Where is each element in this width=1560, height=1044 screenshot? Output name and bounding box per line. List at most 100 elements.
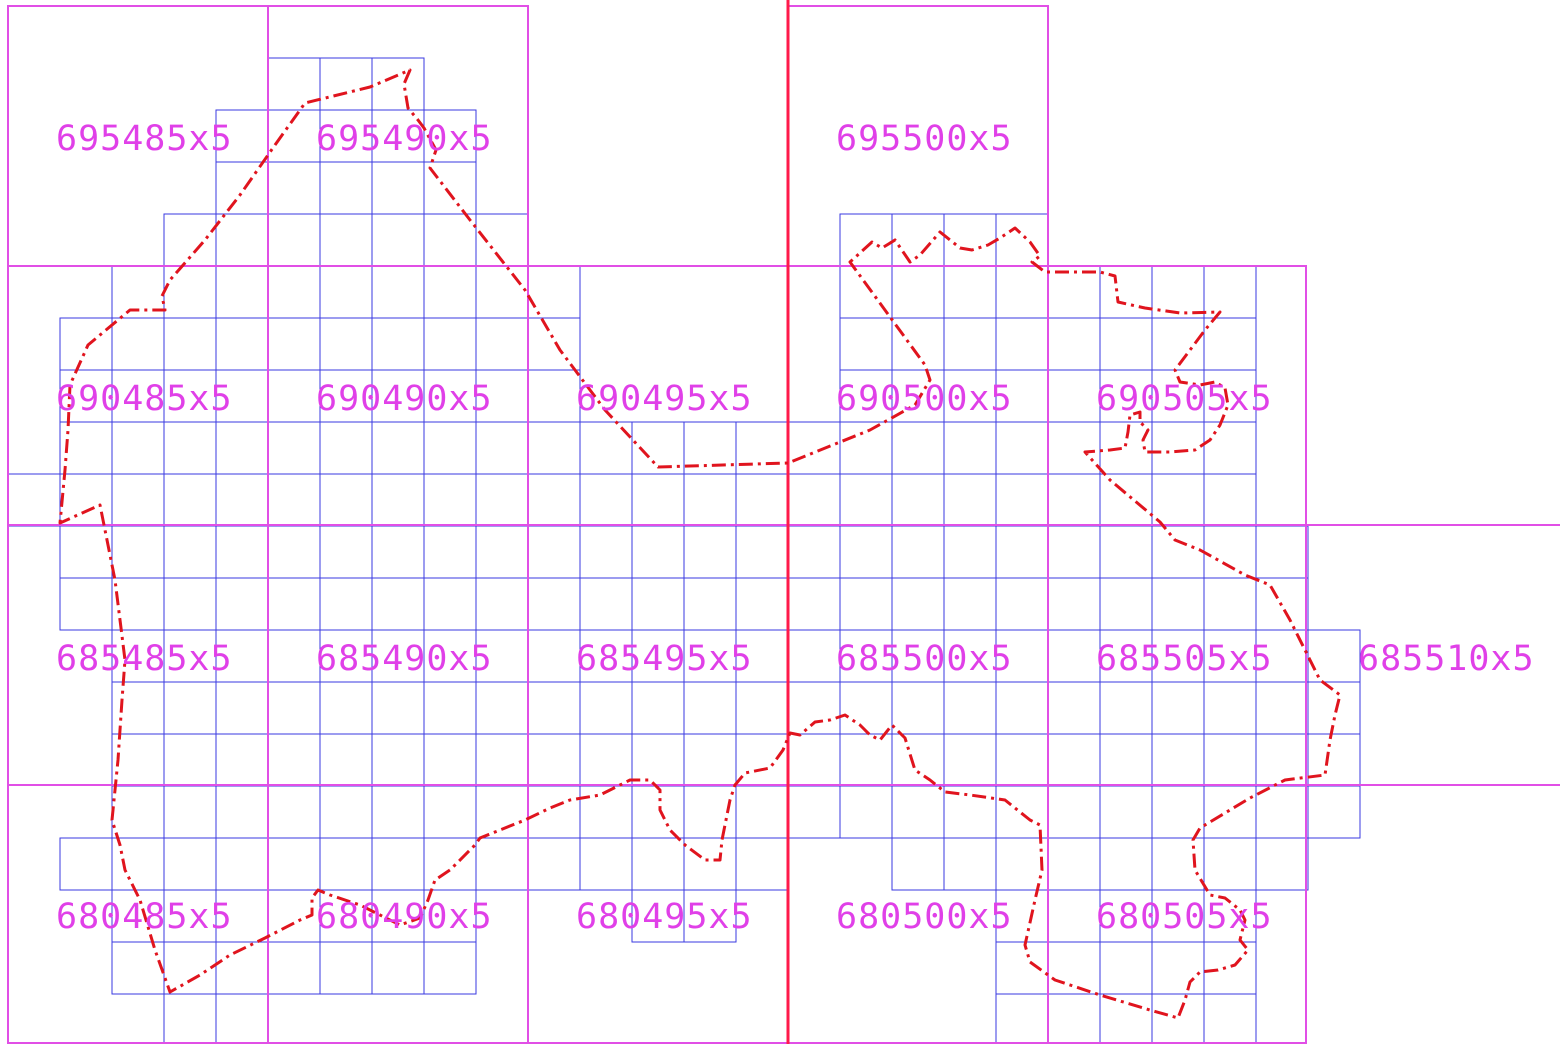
small-sheet-cell xyxy=(1203,785,1257,839)
small-sheet-cell xyxy=(319,785,373,839)
small-sheet-cell xyxy=(1203,681,1257,735)
small-sheet-cell xyxy=(319,213,373,267)
small-sheet-cell xyxy=(527,785,581,839)
sheet-label-690505: 690505x5 xyxy=(1096,379,1273,419)
small-sheet-cell xyxy=(735,577,789,631)
sheet-label-690490: 690490x5 xyxy=(316,379,493,419)
small-sheet-cell xyxy=(1151,837,1205,891)
small-sheet-cell xyxy=(215,681,269,735)
small-sheet-cell xyxy=(1151,421,1205,475)
sheet-label-690495: 690495x5 xyxy=(576,379,753,419)
small-sheet-cell xyxy=(943,837,997,891)
small-sheet-cell xyxy=(163,785,217,839)
small-sheet-cell xyxy=(995,837,1049,891)
small-sheet-grid xyxy=(7,57,1361,1044)
small-sheet-cell xyxy=(371,213,425,267)
small-sheet-cell xyxy=(527,317,581,371)
small-sheet-cell xyxy=(267,317,321,371)
small-sheet-cell xyxy=(475,473,529,527)
small-sheet-cell xyxy=(995,317,1049,371)
small-sheet-cell xyxy=(319,161,373,215)
small-sheet-cell xyxy=(631,785,685,839)
small-sheet-cell xyxy=(683,681,737,735)
small-sheet-cell xyxy=(1255,525,1309,579)
small-sheet-cell xyxy=(1255,785,1309,839)
small-sheet-cell xyxy=(1307,733,1361,787)
small-sheet-cell xyxy=(475,525,529,579)
small-sheet-cell xyxy=(735,421,789,475)
small-sheet-cell xyxy=(423,265,477,319)
small-sheet-cell xyxy=(371,421,425,475)
small-sheet-cell xyxy=(215,993,269,1044)
small-sheet-cell xyxy=(1099,317,1153,371)
small-sheet-cell xyxy=(163,473,217,527)
small-sheet-cell xyxy=(423,577,477,631)
small-sheet-cell xyxy=(787,681,841,735)
small-sheet-cell xyxy=(839,473,893,527)
small-sheet-cell xyxy=(475,317,529,371)
small-sheet-cell xyxy=(267,941,321,995)
small-sheet-cell xyxy=(631,733,685,787)
small-sheet-cell xyxy=(1047,681,1101,735)
small-sheet-cell xyxy=(1099,837,1153,891)
small-sheet-cell xyxy=(475,733,529,787)
small-sheet-cell xyxy=(267,837,321,891)
small-sheet-cell xyxy=(371,161,425,215)
small-sheet-cell xyxy=(267,421,321,475)
small-sheet-cell xyxy=(423,213,477,267)
large-sheet-grid xyxy=(7,5,1560,1044)
sheet-label-680485: 680485x5 xyxy=(56,897,233,937)
small-sheet-cell xyxy=(215,265,269,319)
small-sheet-cell xyxy=(1255,681,1309,735)
small-sheet-cell xyxy=(735,473,789,527)
sheet-label-680490: 680490x5 xyxy=(316,897,493,937)
sheet-label-695500: 695500x5 xyxy=(836,119,1013,159)
small-sheet-cell xyxy=(111,941,165,995)
small-sheet-cell xyxy=(111,785,165,839)
small-sheet-cell xyxy=(891,837,945,891)
small-sheet-cell xyxy=(1307,785,1361,839)
small-sheet-cell xyxy=(579,681,633,735)
small-sheet-cell xyxy=(735,733,789,787)
small-sheet-cell xyxy=(1151,525,1205,579)
small-sheet-cell xyxy=(215,837,269,891)
small-sheet-cell xyxy=(319,265,373,319)
small-sheet-cell xyxy=(475,421,529,475)
small-sheet-cell xyxy=(1099,577,1153,631)
small-sheet-cell xyxy=(787,473,841,527)
small-sheet-cell xyxy=(943,317,997,371)
small-sheet-cell xyxy=(527,681,581,735)
small-sheet-cell xyxy=(371,265,425,319)
small-sheet-cell xyxy=(1047,785,1101,839)
small-sheet-cell xyxy=(1203,733,1257,787)
small-sheet-cell xyxy=(683,473,737,527)
small-sheet-cell xyxy=(111,733,165,787)
small-sheet-cell xyxy=(1203,265,1257,319)
small-sheet-cell xyxy=(839,525,893,579)
small-sheet-cell xyxy=(631,577,685,631)
small-sheet-cell xyxy=(943,577,997,631)
small-sheet-cell xyxy=(267,577,321,631)
small-sheet-cell xyxy=(1047,421,1101,475)
small-sheet-cell xyxy=(891,473,945,527)
small-sheet-cell xyxy=(1203,993,1257,1044)
small-sheet-cell xyxy=(891,525,945,579)
small-sheet-cell xyxy=(1151,577,1205,631)
sheet-label-685490: 685490x5 xyxy=(316,639,493,679)
small-sheet-cell xyxy=(319,421,373,475)
small-sheet-cell xyxy=(631,681,685,735)
small-sheet-cell xyxy=(787,577,841,631)
sheet-label-680495: 680495x5 xyxy=(576,897,753,937)
small-sheet-cell xyxy=(1203,941,1257,995)
small-sheet-cell xyxy=(527,525,581,579)
small-sheet-cell xyxy=(1047,265,1101,319)
small-sheet-cell xyxy=(1203,577,1257,631)
small-sheet-cell xyxy=(267,369,321,423)
small-sheet-cell xyxy=(1203,317,1257,371)
small-sheet-cell xyxy=(423,837,477,891)
small-sheet-cell xyxy=(995,577,1049,631)
small-sheet-cell xyxy=(787,733,841,787)
small-sheet-cell xyxy=(163,993,217,1044)
small-sheet-cell xyxy=(891,733,945,787)
